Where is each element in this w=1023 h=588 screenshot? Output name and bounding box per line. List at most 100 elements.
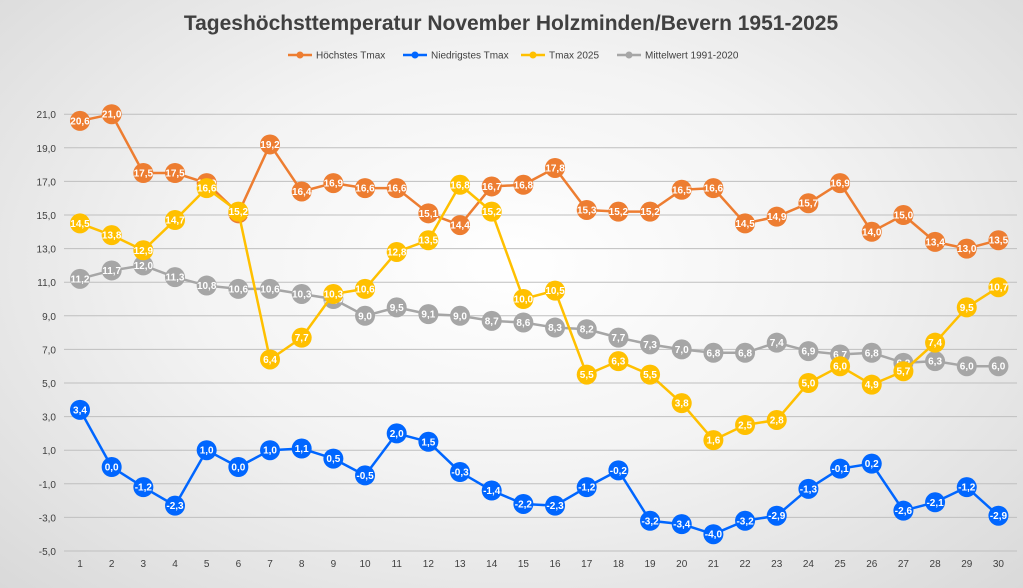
x-tick-label: 2 [109,559,115,570]
x-tick-label: 6 [236,559,242,570]
data-label: 10,6 [260,284,280,295]
data-point [798,478,819,499]
data-label: 10,6 [355,284,375,295]
data-label: 16,6 [197,184,217,195]
data-label: 11,7 [102,266,121,277]
data-point [196,440,217,461]
data-label: 10,6 [229,284,249,295]
data-point [861,221,882,242]
legend-item: Tmax 2025 [521,51,599,62]
data-label: 16,6 [704,184,724,195]
y-tick-label: 3,0 [42,413,56,424]
data-point [355,305,376,326]
data-label: 13,5 [419,236,439,247]
data-point [576,477,597,498]
data-point [735,342,756,363]
data-label: 12,8 [387,247,407,258]
data-point [988,356,1009,377]
data-label: 2,8 [770,415,784,426]
data-point [830,356,851,377]
data-point [988,505,1009,526]
legend-item: Niedrigstes Tmax [403,51,509,62]
data-point [798,373,819,393]
data-label: 6,0 [833,362,847,373]
data-point [355,465,376,486]
y-tick-label: 17,0 [37,177,57,188]
data-point [133,163,154,183]
legend-label: Tmax 2025 [549,51,599,62]
data-point [735,415,756,435]
x-tick-label: 29 [961,559,973,570]
data-label: 15,7 [799,199,819,210]
x-tick-label: 23 [771,559,783,570]
data-point [608,351,629,372]
series-line [78,409,1000,536]
data-point [323,173,344,194]
data-label: 13,4 [925,237,945,248]
data-label: 13,5 [989,236,1009,247]
data-point [386,178,407,199]
series-group: 11,2 11,7 12,0 11,3 10,8 10,6 10,6 10,3 10,0 9,0 9… [70,104,1009,545]
legend-item: Mittelwert 1991-2020 [617,51,739,62]
x-tick-label: 28 [930,559,942,570]
data-label: 4,9 [865,380,879,391]
data-label: 3,4 [73,405,87,416]
data-point [640,510,661,531]
data-point [513,289,534,309]
data-label: 14,9 [767,212,787,223]
data-point [703,178,724,199]
data-point [671,393,692,414]
data-point [260,440,281,461]
data-point [545,495,566,516]
y-axis: -5,0 -3,0 -1,0 1,0 3,0 5,0 7,0 9,0 11,0 13,0 15,0 1… [37,110,57,558]
data-label: 8,3 [548,323,562,334]
data-label: 6,3 [928,357,942,368]
y-tick-label: 1,0 [42,446,56,457]
data-label: -0,3 [451,468,469,479]
data-label: 15,3 [577,205,597,216]
y-tick-label: -3,0 [39,513,57,524]
data-label: 21,0 [102,110,122,121]
data-label: 6,0 [991,362,1005,373]
data-label: 19,2 [260,140,280,151]
data-point [386,423,407,444]
data-label: 20,6 [70,116,90,127]
data-label: 0,5 [326,454,340,465]
data-label: 5,5 [643,370,657,381]
data-label: 0,2 [865,459,879,470]
data-label: -2,6 [895,506,913,517]
x-tick-label: 7 [267,559,273,570]
data-label: 8,6 [516,318,530,329]
data-point [355,178,376,199]
legend-marker [625,51,633,59]
data-point [291,438,312,459]
data-point [640,334,661,355]
data-point [925,332,946,353]
data-label: 15,2 [640,207,660,218]
data-label: -2,9 [990,511,1008,522]
data-label: 5,7 [896,367,910,378]
data-point [228,278,249,299]
legend-marker [529,51,537,59]
data-point [450,305,471,326]
data-label: 14,4 [450,221,470,232]
data-label: 2,0 [390,429,404,440]
data-label: 10,0 [514,295,534,306]
data-point [735,213,756,234]
data-label: 9,1 [421,310,435,321]
data-label: -3,4 [673,520,691,531]
data-point [481,176,502,197]
series-3: 11,2 11,7 12,0 11,3 10,8 10,6 10,6 10,3 10,0 9,0 9… [70,255,1009,377]
data-label: 8,7 [485,316,499,327]
x-tick-label: 22 [740,559,752,570]
data-label: 6,8 [738,348,752,359]
data-label: -0,2 [610,466,628,477]
data-point [70,213,90,234]
y-tick-label: 11,0 [37,278,56,289]
data-label: 1,0 [263,446,277,457]
data-label: -1,3 [800,484,818,495]
data-label: 10,7 [989,283,1009,294]
data-label: 10,3 [292,289,312,300]
data-point [798,193,819,214]
x-axis: 1 2 3 4 5 6 7 8 9 10 11 12 13 14 15 16 17 18 19 20 21 22 23 24 2… [77,559,1004,570]
